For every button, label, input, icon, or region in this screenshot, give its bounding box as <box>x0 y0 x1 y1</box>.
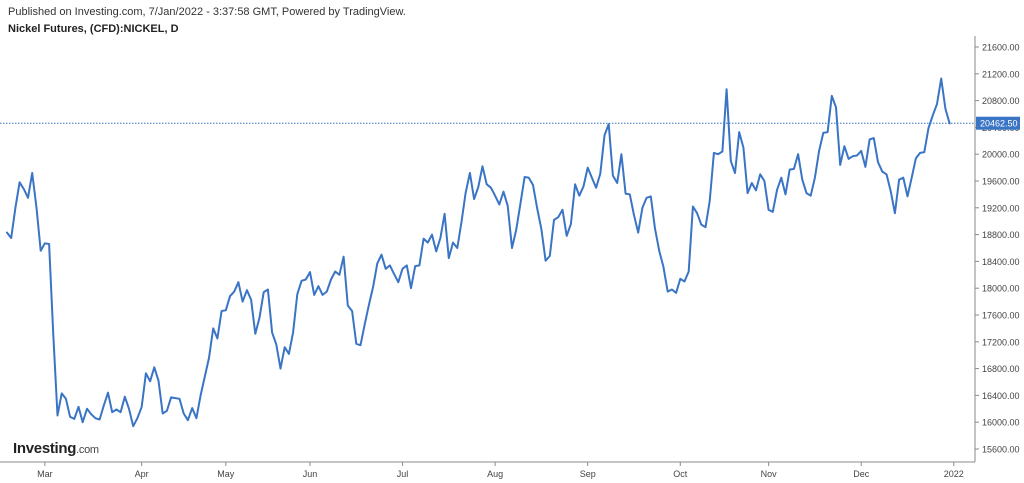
y-tick-label: 16400.00 <box>982 391 1020 401</box>
x-tick-label: 2022 <box>944 469 964 479</box>
y-tick-label: 15600.00 <box>982 445 1020 455</box>
logo-brand: Investing <box>13 440 77 457</box>
investing-logo: Investing.com <box>13 440 99 457</box>
x-tick-label: Oct <box>673 469 688 479</box>
y-tick-label: 18400.00 <box>982 257 1020 267</box>
x-tick-label: Dec <box>853 469 870 479</box>
y-tick-label: 18000.00 <box>982 284 1020 294</box>
y-tick-label: 20800.00 <box>982 96 1020 106</box>
y-tick-label: 19600.00 <box>982 177 1020 187</box>
y-tick-label: 16800.00 <box>982 364 1020 374</box>
y-tick-label: 16000.00 <box>982 418 1020 428</box>
x-tick-label: May <box>217 469 235 479</box>
published-caption: Published on Investing.com, 7/Jan/2022 -… <box>8 6 406 18</box>
y-tick-label: 17600.00 <box>982 311 1020 321</box>
x-tick-label: Jun <box>303 469 318 479</box>
y-tick-label: 19200.00 <box>982 203 1020 213</box>
y-axis: 15600.00 16000.00 16400.00 16800.00 17200.00… <box>974 36 1020 462</box>
series-group <box>6 77 951 428</box>
last-price-label-group: 20462.50 <box>976 116 1020 130</box>
x-tick-label: Mar <box>37 469 53 479</box>
y-tick-label: 18800.00 <box>982 230 1020 240</box>
chart-title: Nickel Futures, (CFD):NICKEL, D <box>8 23 179 35</box>
x-tick-label: Sep <box>580 469 596 479</box>
last-price-label-box <box>976 116 1020 130</box>
y-tick-label: 20000.00 <box>982 150 1020 160</box>
x-tick-label: Aug <box>487 469 503 479</box>
x-tick-label: Jul <box>397 469 409 479</box>
y-tick-label: 21200.00 <box>982 69 1020 79</box>
x-axis: Mar Apr May Jun Jul Aug Sep Oct Nov Dec 2022 <box>0 461 975 479</box>
logo-suffix: .com <box>76 444 99 456</box>
x-tick-label: Nov <box>761 469 778 479</box>
y-tick-label: 17200.00 <box>982 337 1020 347</box>
y-tick-label: 21600.00 <box>982 43 1020 53</box>
price-series-line <box>6 77 951 428</box>
x-tick-label: Apr <box>135 469 149 479</box>
last-price-label: 20462.50 <box>980 119 1018 129</box>
